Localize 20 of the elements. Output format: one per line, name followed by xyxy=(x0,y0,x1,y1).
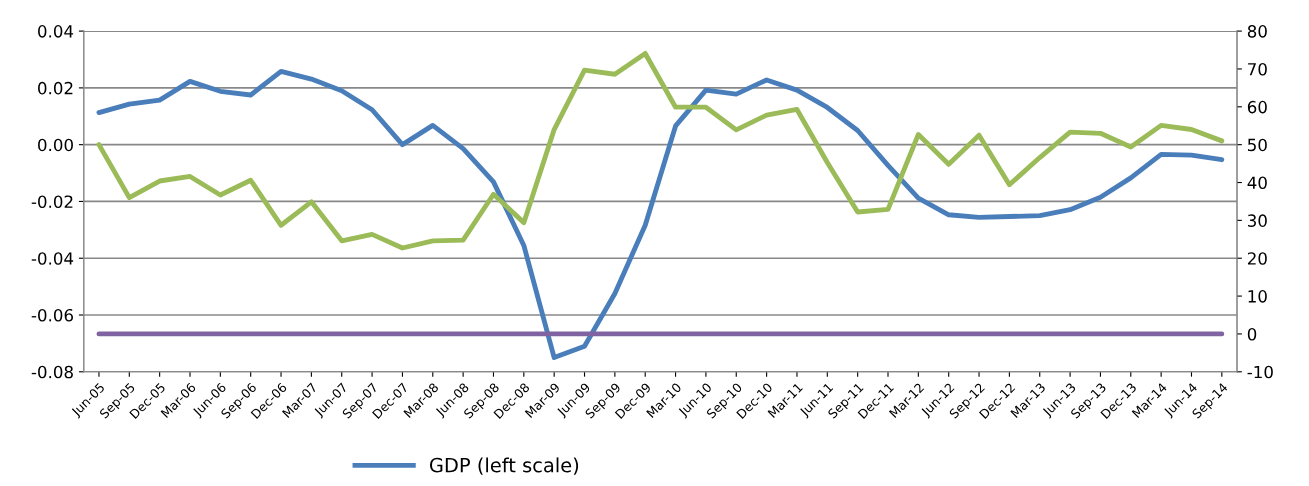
y2-tick-label: 30 xyxy=(1248,214,1267,227)
legend-label: GDP (left scale) xyxy=(429,457,579,475)
y-tick-label: -0.04 xyxy=(31,252,74,265)
y-tick-label: -0.02 xyxy=(31,195,73,209)
y-tick-label: 0.02 xyxy=(38,81,73,95)
y2-tick-label: 70 xyxy=(1248,62,1267,76)
y2-tick-label: 0 xyxy=(1247,327,1257,341)
line-series xyxy=(96,51,1225,251)
y2-tick-label: 10 xyxy=(1248,290,1267,303)
y-tick-label: 0.04 xyxy=(38,25,74,38)
y2-tick-label: 20 xyxy=(1247,252,1267,265)
y2-tick-label: -10 xyxy=(1247,365,1273,379)
y2-tick-label: 50 xyxy=(1248,138,1267,152)
line-series xyxy=(96,68,1225,361)
y-tick-label: -0.08 xyxy=(31,365,73,379)
y-tick-label: -0.06 xyxy=(31,308,74,322)
y2-tick-label: 80 xyxy=(1247,25,1267,38)
y2-tick-label: 60 xyxy=(1247,100,1267,114)
y2-tick-label: 40 xyxy=(1247,176,1267,190)
y-tick-label: 0.00 xyxy=(38,138,73,152)
